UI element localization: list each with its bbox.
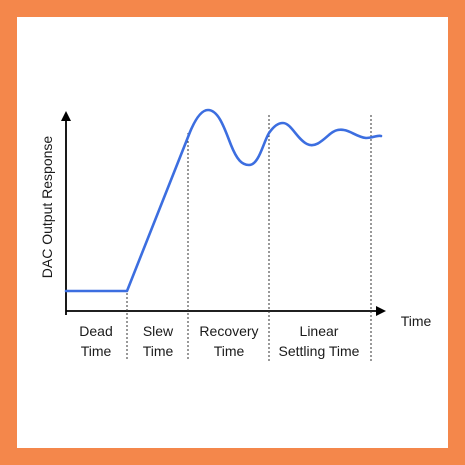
phase-dead-line1: Dead	[79, 323, 112, 339]
x-axis-label: Time	[401, 313, 432, 329]
phase-linear-line2: Settling Time	[279, 343, 360, 359]
dac-settling-diagram: DAC Output Response Time Dead Time Slew …	[39, 108, 432, 361]
phase-dead-line2: Time	[81, 343, 112, 359]
phase-recovery-line1: Recovery	[199, 323, 258, 339]
phase-linear-line1: Linear	[300, 323, 339, 339]
response-curve	[64, 108, 383, 293]
phase-slew-line2: Time	[143, 343, 174, 359]
diagram-frame: DAC Output Response Time Dead Time Slew …	[17, 17, 448, 448]
y-axis-label: DAC Output Response	[39, 136, 55, 279]
phase-recovery-line2: Time	[214, 343, 245, 359]
phase-slew-line1: Slew	[143, 323, 174, 339]
